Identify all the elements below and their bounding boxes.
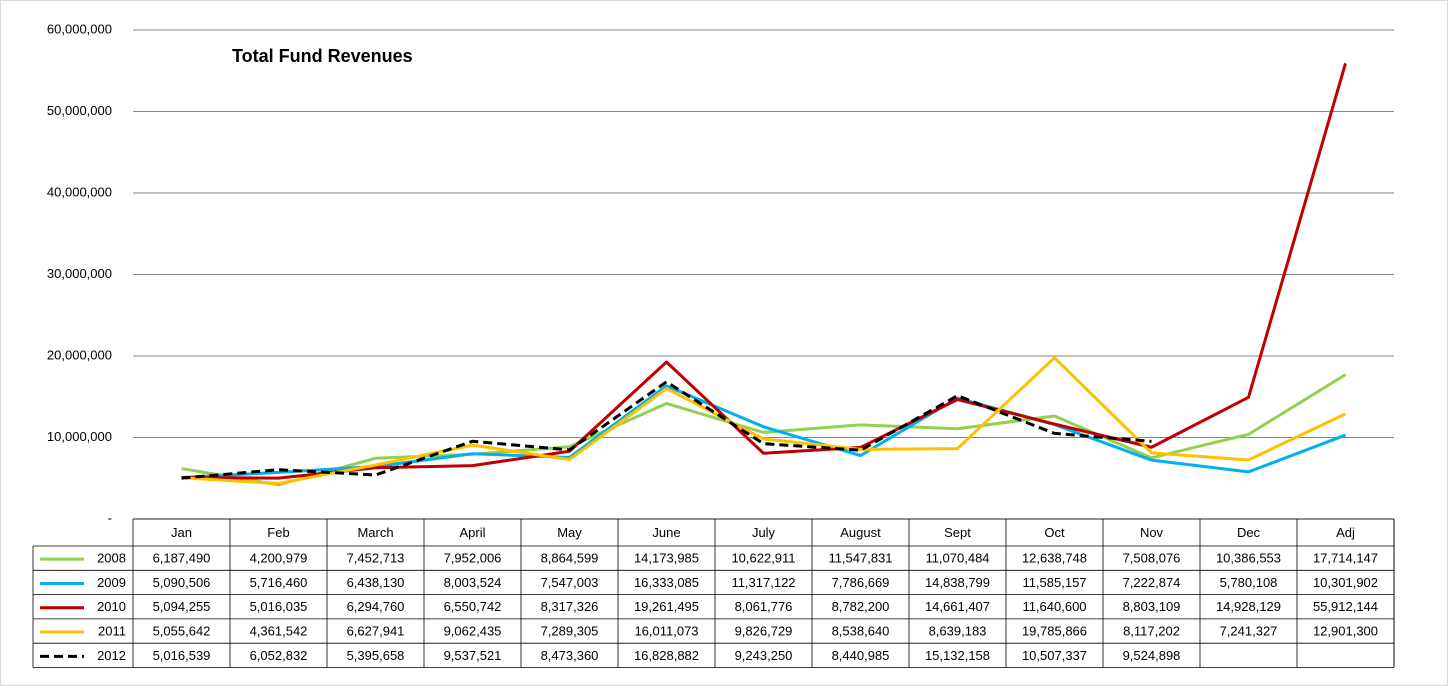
table-cell: 7,786,669 xyxy=(832,575,890,590)
x-tick-label: August xyxy=(840,525,881,540)
x-tick-label: Adj xyxy=(1336,525,1355,540)
table-cell: 8,061,776 xyxy=(735,599,793,614)
table-cell: 10,622,911 xyxy=(731,551,795,566)
x-tick-label: Dec xyxy=(1237,525,1261,540)
x-tick-label: March xyxy=(357,525,393,540)
legend-label: 2012 xyxy=(97,648,126,663)
chart-title: Total Fund Revenues xyxy=(232,46,413,66)
table-cell: 14,661,407 xyxy=(925,599,990,614)
table-cell: 17,714,147 xyxy=(1313,551,1378,566)
y-tick-label: 40,000,000 xyxy=(47,184,112,199)
x-tick-label: May xyxy=(557,525,582,540)
table-cell: 8,864,599 xyxy=(541,551,599,566)
table-cell: 11,547,831 xyxy=(828,551,892,566)
table-cell: 14,928,129 xyxy=(1216,599,1281,614)
table-cell: 16,333,085 xyxy=(634,575,699,590)
table-cell: 8,440,985 xyxy=(832,648,890,663)
table-cell: 11,317,122 xyxy=(731,575,795,590)
table-cell: 8,782,200 xyxy=(832,599,890,614)
y-tick-label: 50,000,000 xyxy=(47,103,112,118)
table-cell: 7,222,874 xyxy=(1123,575,1181,590)
table-cell: 9,524,898 xyxy=(1123,648,1181,663)
table-cell: 4,361,542 xyxy=(250,623,308,638)
table-cell: 8,639,183 xyxy=(929,623,987,638)
table-cell: 9,537,521 xyxy=(444,648,502,663)
table-cell: 9,243,250 xyxy=(735,648,793,663)
x-tick-label: Oct xyxy=(1044,525,1065,540)
table-cell: 8,117,202 xyxy=(1123,623,1180,638)
table-cell: 6,294,760 xyxy=(347,599,405,614)
legend-label: 2009 xyxy=(97,575,126,590)
table-cell: 11,070,484 xyxy=(925,551,989,566)
table-cell: 8,538,640 xyxy=(832,623,890,638)
table-cell: 6,052,832 xyxy=(250,648,308,663)
table-cell: 6,550,742 xyxy=(444,599,502,614)
legend-label: 2010 xyxy=(97,599,126,614)
table-cell: 14,838,799 xyxy=(925,575,990,590)
table-cell: 12,901,300 xyxy=(1313,623,1378,638)
x-tick-label: Nov xyxy=(1140,525,1164,540)
table-cell: 9,062,435 xyxy=(444,623,502,638)
table-cell: 16,828,882 xyxy=(634,648,699,663)
x-tick-label: April xyxy=(459,525,485,540)
table-cell: 5,016,035 xyxy=(250,599,308,614)
table-cell: 7,547,003 xyxy=(541,575,599,590)
y-tick-label: 60,000,000 xyxy=(47,21,112,36)
y-tick-label: 20,000,000 xyxy=(47,347,112,362)
table-cell: 6,627,941 xyxy=(347,623,405,638)
table-cell: 5,780,108 xyxy=(1220,575,1278,590)
series-line xyxy=(181,356,1347,485)
series-line xyxy=(181,373,1347,487)
table-cell: 5,016,539 xyxy=(153,648,211,663)
table-cell: 14,173,985 xyxy=(634,551,699,566)
x-tick-label: Jan xyxy=(171,525,192,540)
table-cell: 7,241,327 xyxy=(1220,623,1278,638)
table-cell: 19,261,495 xyxy=(634,599,699,614)
table-cell: 55,912,144 xyxy=(1313,599,1378,614)
table-cell: 12,638,748 xyxy=(1022,551,1087,566)
table-cell: 4,200,979 xyxy=(250,551,308,566)
y-tick-label: 30,000,000 xyxy=(47,266,112,281)
table-cell: 5,716,460 xyxy=(250,575,308,590)
table-cell: 15,132,158 xyxy=(925,648,990,663)
x-tick-label: Feb xyxy=(267,525,289,540)
table-cell: 6,187,490 xyxy=(153,551,211,566)
table-cell: 6,438,130 xyxy=(347,575,405,590)
table-cell: 9,826,729 xyxy=(735,623,793,638)
table-cell: 16,011,073 xyxy=(634,623,698,638)
table-cell: 5,395,658 xyxy=(347,648,405,663)
table-cell: 19,785,866 xyxy=(1022,623,1087,638)
table-cell: 5,090,506 xyxy=(153,575,211,590)
y-tick-label: 10,000,000 xyxy=(47,429,112,444)
legend-label: 2011 xyxy=(98,623,126,638)
series-line xyxy=(181,380,1152,480)
table-cell: 7,952,006 xyxy=(444,551,502,566)
x-tick-label: July xyxy=(752,525,776,540)
table-cell: 5,055,642 xyxy=(153,623,211,638)
table-cell: 10,507,337 xyxy=(1022,648,1087,663)
table-cell: 8,803,109 xyxy=(1123,599,1181,614)
table-cell: 10,386,553 xyxy=(1216,551,1281,566)
table-cell: 5,094,255 xyxy=(153,599,211,614)
x-tick-label: June xyxy=(652,525,680,540)
table-cell: 7,289,305 xyxy=(541,623,599,638)
table-cell: 7,452,713 xyxy=(347,551,405,566)
x-tick-label: Sept xyxy=(944,525,971,540)
table-cell: 8,317,326 xyxy=(541,599,599,614)
series-line xyxy=(181,62,1347,480)
table-cell: 7,508,076 xyxy=(1123,551,1181,566)
legend-label: 2008 xyxy=(97,551,126,566)
y-tick-label: - xyxy=(108,510,112,525)
table-cell: 11,640,600 xyxy=(1022,599,1086,614)
table-cell: 11,585,157 xyxy=(1022,575,1086,590)
table-cell: 8,473,360 xyxy=(541,648,599,663)
table-cell: 8,003,524 xyxy=(444,575,502,590)
table-cell: 10,301,902 xyxy=(1313,575,1378,590)
